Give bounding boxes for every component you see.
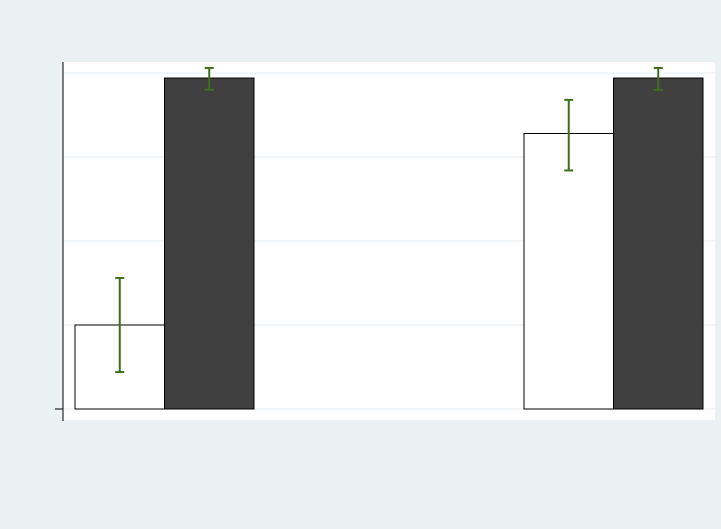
bar: [613, 77, 704, 410]
y-axis: [55, 62, 64, 421]
bar: [164, 77, 255, 410]
error-bars: [115, 66, 663, 374]
bar: [523, 132, 614, 410]
